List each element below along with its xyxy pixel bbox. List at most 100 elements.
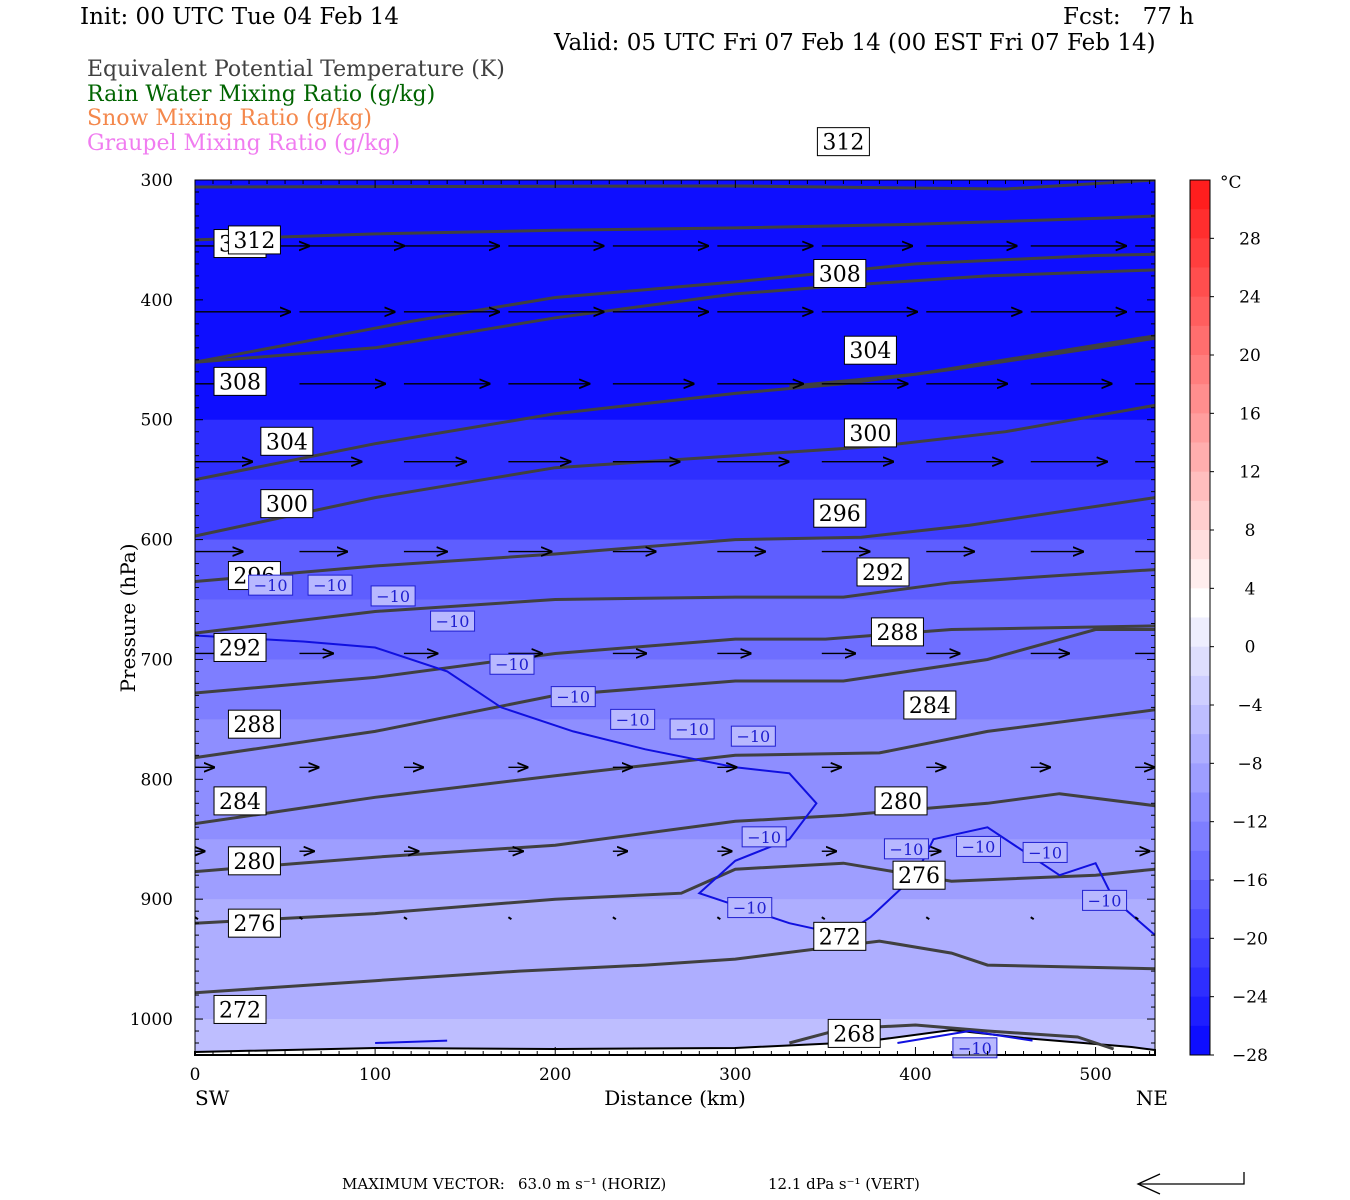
init-time: Init: 00 UTC Tue 04 Feb 14 xyxy=(80,4,400,30)
contour-label-box xyxy=(213,786,267,816)
colorbar-tick-label: −4 xyxy=(1237,696,1262,716)
theta-e-contour xyxy=(195,268,1155,364)
contour-label-box xyxy=(813,498,867,528)
isotherm-label: −10 xyxy=(436,612,470,631)
isotherm-label-box xyxy=(727,897,773,919)
colorbar-swatch xyxy=(1190,821,1210,852)
y-tick-label: 400 xyxy=(141,291,173,311)
legend-rain: Rain Water Mixing Ratio (g/kg) xyxy=(87,82,436,107)
plot-frame xyxy=(194,179,1156,1056)
temp-band xyxy=(195,539,1155,601)
colorbar-swatch xyxy=(1190,938,1210,968)
contour-label: 280 xyxy=(880,790,922,815)
colorbar-swatch xyxy=(1190,530,1210,560)
contour-label-box xyxy=(813,921,867,951)
colorbar-swatch xyxy=(1190,442,1210,473)
theta-e-contour xyxy=(195,568,1155,635)
y-tick-label: 600 xyxy=(141,531,173,551)
contour-label-box xyxy=(227,225,281,255)
valid-time: Valid: 05 UTC Fri 07 Feb 14 (00 EST Fri … xyxy=(554,30,1156,56)
theta-e-contour xyxy=(195,939,1155,995)
colorbar-tick-label: 0 xyxy=(1245,638,1256,658)
x-tick-label: 200 xyxy=(539,1065,571,1085)
isotherm-label: −10 xyxy=(675,720,709,739)
colorbar-swatch xyxy=(1190,559,1210,589)
theta-e-contour xyxy=(195,336,1155,482)
temp-band xyxy=(195,359,1155,421)
max-vector-label: MAXIMUM VECTOR: xyxy=(342,1175,505,1193)
temp-band xyxy=(195,479,1155,541)
isotherm-label-box xyxy=(955,835,1001,857)
x-tick-label: 500 xyxy=(1079,1065,1111,1085)
colorbar-tick-label: −16 xyxy=(1232,871,1268,891)
contour-label: 308 xyxy=(219,370,261,395)
contour-label: 268 xyxy=(833,1022,875,1047)
sw-label: SW xyxy=(195,1086,230,1110)
contour-label-box xyxy=(856,557,910,587)
max-vector-vert: 12.1 dPa s⁻¹ (VERT) xyxy=(768,1175,920,1193)
colorbar-unit: °C xyxy=(1220,173,1242,193)
theta-e-contour xyxy=(195,496,1155,583)
colorbar-tick-label: −20 xyxy=(1232,929,1268,949)
isotherm-label-box xyxy=(741,826,787,848)
colorbar-swatch xyxy=(1190,588,1210,618)
colorbar-swatch xyxy=(1190,967,1210,998)
temp-band xyxy=(195,779,1155,841)
colorbar-swatch xyxy=(1190,675,1210,706)
max-vector-horiz: 63.0 m s⁻¹ (HORIZ) xyxy=(518,1175,667,1193)
theta-e-contour xyxy=(789,334,1155,388)
isotherm-label-box xyxy=(730,725,776,747)
isotherm-label: −10 xyxy=(747,828,781,847)
wind-vector xyxy=(403,916,408,920)
colorbar-swatch xyxy=(1190,471,1210,502)
colorbar-tick-label: 8 xyxy=(1245,521,1256,541)
isotherm-label: −10 xyxy=(616,710,650,729)
colorbar-swatch xyxy=(1190,880,1210,910)
colorbar-tick-label: 24 xyxy=(1239,288,1261,308)
isotherm-label-box xyxy=(248,574,294,596)
isotherm-label-box xyxy=(1022,841,1068,863)
wind-vector xyxy=(716,916,721,920)
contour-label-box xyxy=(816,127,870,157)
reference-vector-icon xyxy=(1136,1172,1245,1195)
colorbar-swatch xyxy=(1190,909,1210,939)
isotherm-label-box xyxy=(610,708,656,730)
theta-e-contour xyxy=(195,252,1155,364)
colorbar-swatch xyxy=(1190,705,1210,735)
contour-label: 304 xyxy=(266,430,308,455)
ne-label: NE xyxy=(1136,1086,1168,1110)
isotherm-label: −10 xyxy=(313,576,347,595)
y-tick-label: 500 xyxy=(141,411,173,431)
contour-label-box xyxy=(874,786,928,816)
isotherm-label-box xyxy=(307,574,353,596)
theta-e-contour xyxy=(195,628,1155,760)
colorbar-swatch xyxy=(1190,325,1210,356)
colorbar-tick-label: −8 xyxy=(1237,754,1262,774)
y-tick-label: 1000 xyxy=(130,1010,173,1030)
colorbar-swatch xyxy=(1190,413,1210,443)
contour-label: 280 xyxy=(233,850,275,875)
wind-vector xyxy=(1030,916,1035,920)
contour-label-box xyxy=(870,617,924,647)
legend-graupel: Graupel Mixing Ratio (g/kg) xyxy=(87,131,401,156)
colorbar-swatch xyxy=(1190,267,1210,298)
isotherm-label: −10 xyxy=(1028,843,1062,862)
temp-band xyxy=(195,899,1155,961)
y-axis-label: Pressure (hPa) xyxy=(116,544,140,693)
isotherm-label-box xyxy=(430,610,476,632)
contour-label-box xyxy=(260,489,314,519)
temp-band xyxy=(195,659,1155,721)
contour-label-box xyxy=(827,1018,881,1048)
colorbar-tick-label: 12 xyxy=(1239,463,1261,483)
contour-label: 292 xyxy=(219,636,261,661)
contour-label-box xyxy=(227,846,281,876)
colorbar-swatch xyxy=(1190,238,1210,268)
isotherm-label-box xyxy=(952,1037,998,1059)
wind-vector xyxy=(298,916,304,920)
contour-label-box xyxy=(213,632,267,662)
wind-vector xyxy=(821,916,826,920)
contour-label: 272 xyxy=(819,925,861,950)
y-tick-label: 300 xyxy=(141,171,173,191)
isotherm-label: −10 xyxy=(495,655,529,674)
isotherm-label: −10 xyxy=(890,840,924,859)
